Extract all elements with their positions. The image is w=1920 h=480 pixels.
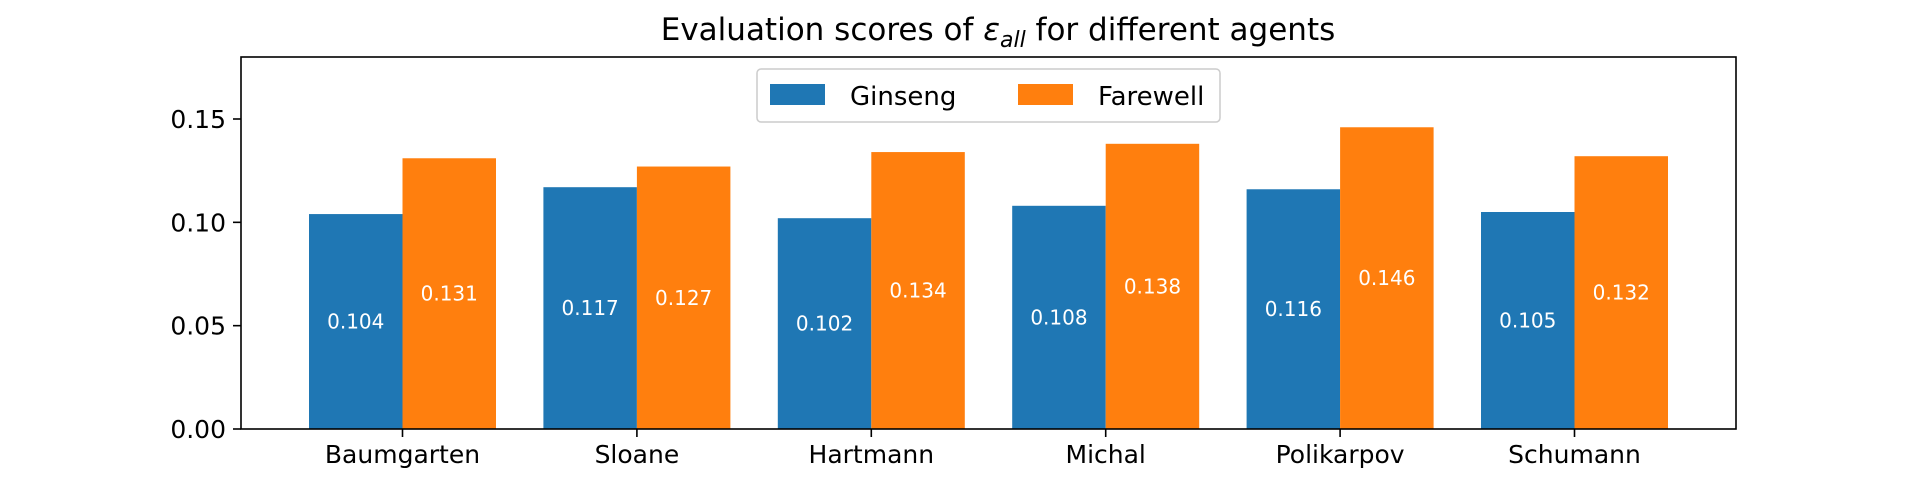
legend: Ginseng Farewell [756, 68, 1221, 123]
bar-farewell-schumann [1574, 156, 1668, 429]
value-label: 0.138 [1124, 274, 1181, 298]
chart-title: Evaluation scores of εall for different … [661, 12, 1336, 53]
legend-label-farewell: Farewell [1098, 82, 1204, 112]
y-tick-label: 0.00 [170, 415, 226, 444]
value-labels-layer: 0.104 0.117 0.102 0.108 0.116 0.105 0.131 0.127… [327, 266, 1650, 335]
chart-title-subscript: all [1000, 28, 1026, 53]
value-label: 0.116 [1265, 297, 1322, 321]
value-label: 0.104 [327, 310, 384, 334]
chart-title-symbol: ε [983, 12, 1000, 48]
y-tick-label: 0.10 [170, 208, 226, 237]
bar-farewell-michal [1105, 143, 1200, 430]
x-tick-label: Hartmann [809, 440, 935, 469]
value-label: 0.102 [796, 312, 853, 336]
value-label: 0.132 [1593, 281, 1650, 305]
bar-farewell-polikarpov [1340, 127, 1434, 430]
value-label: 0.117 [562, 296, 619, 320]
chart-title-suffix: for different agents [1026, 12, 1336, 48]
y-tick-label: 0.15 [170, 105, 226, 134]
x-tick-label: Polikarpov [1276, 440, 1405, 469]
value-label: 0.127 [655, 286, 712, 310]
x-tick-label: Michal [1066, 440, 1146, 469]
legend-label-ginseng: Ginseng [850, 82, 956, 112]
bar-farewell-sloane [636, 166, 731, 430]
axes-layer: 0.00 0.05 0.10 0.15 Baumgarten Sloane Hartmann… [170, 56, 1737, 469]
bar-ginseng-polikarpov [1246, 189, 1341, 429]
bar-ginseng-schumann [1481, 212, 1575, 429]
chart-title-prefix: Evaluation scores of [661, 12, 983, 48]
bar-ginseng-hartmann [777, 218, 872, 429]
value-label: 0.146 [1358, 266, 1415, 290]
y-tick-label: 0.05 [170, 312, 226, 341]
x-tick-label: Schumann [1508, 440, 1641, 469]
value-label: 0.131 [421, 282, 478, 306]
legend-box [756, 68, 1221, 123]
value-label: 0.134 [889, 279, 946, 303]
bar-farewell-hartmann [871, 152, 965, 430]
bar-ginseng-baumgarten [309, 214, 403, 429]
bar-farewell-baumgarten [402, 158, 496, 429]
value-label: 0.105 [1499, 309, 1556, 333]
x-tick-label: Baumgarten [325, 440, 480, 469]
bar-ginseng-michal [1012, 205, 1106, 429]
plot-frame [240, 56, 1737, 430]
legend-swatch-ginseng [770, 84, 825, 105]
x-tick-label: Sloane [595, 440, 680, 469]
value-label: 0.108 [1030, 305, 1087, 329]
bars-layer [309, 127, 1668, 430]
legend-swatch-farewell [1018, 84, 1073, 105]
bar-ginseng-sloane [543, 187, 637, 429]
